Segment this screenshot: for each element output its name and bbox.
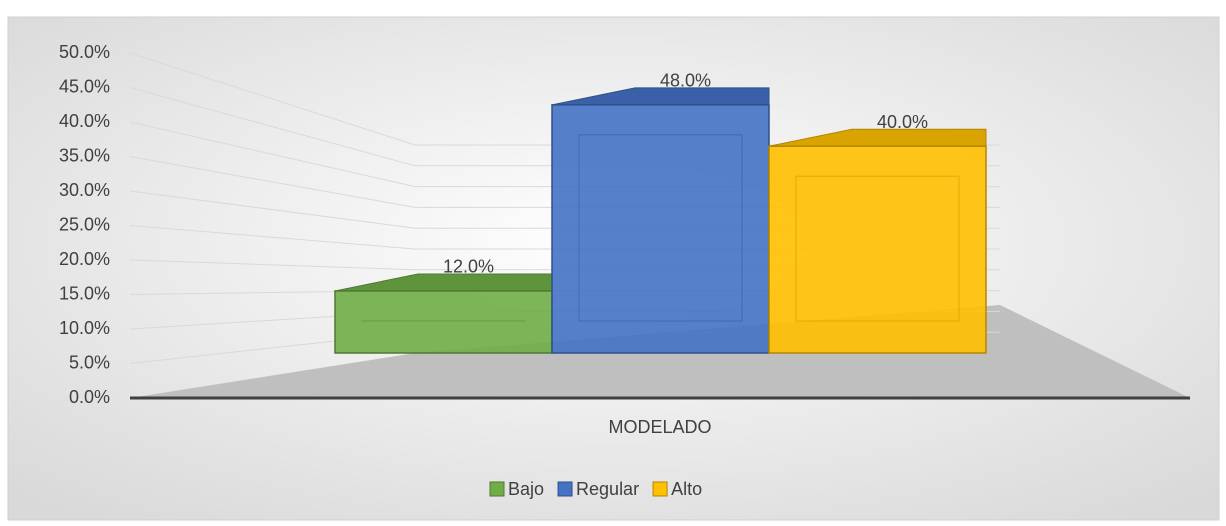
x-tick-label: MODELADO [608, 417, 711, 437]
y-tick-label: 5.0% [69, 352, 110, 372]
y-tick-label: 0.0% [69, 387, 110, 407]
bar [335, 291, 552, 353]
legend-swatch [558, 482, 572, 496]
y-tick-label: 10.0% [59, 318, 110, 338]
legend-swatch [490, 482, 504, 496]
y-tick-label: 25.0% [59, 214, 110, 234]
legend-swatch [653, 482, 667, 496]
y-tick-label: 45.0% [59, 76, 110, 96]
y-tick-label: 20.0% [59, 249, 110, 269]
data-label: 12.0% [443, 257, 494, 277]
y-tick-label: 50.0% [59, 42, 110, 62]
y-tick-label: 30.0% [59, 180, 110, 200]
y-tick-label: 35.0% [59, 145, 110, 165]
legend-label: Regular [576, 479, 639, 499]
legend-label: Bajo [508, 479, 544, 499]
data-label: 40.0% [877, 112, 928, 132]
data-label: 48.0% [660, 71, 711, 91]
bar [769, 146, 986, 353]
y-tick-label: 15.0% [59, 283, 110, 303]
bar [552, 105, 769, 353]
y-tick-label: 40.0% [59, 111, 110, 131]
legend-label: Alto [671, 479, 702, 499]
